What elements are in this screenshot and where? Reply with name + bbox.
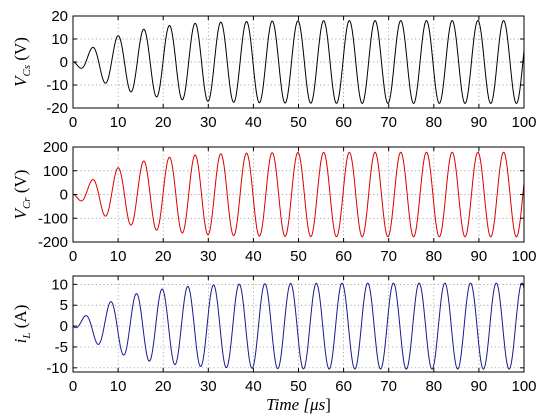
- y-axis-label: VCr (V): [11, 170, 33, 220]
- y-axis-label-symbol: i: [11, 338, 30, 343]
- x-axis-label-close: ]: [325, 395, 331, 414]
- y-tick-label: -100: [38, 210, 68, 227]
- y-tick-label: 200: [43, 139, 68, 156]
- y-axis-label-subscript: Cr: [21, 197, 33, 209]
- x-tick-label: 70: [380, 378, 397, 395]
- y-tick-label: 5: [60, 297, 68, 314]
- x-tick-label: 0: [69, 378, 77, 395]
- y-tick-label: -10: [46, 360, 68, 377]
- y-axis-label: VCs (V): [11, 37, 33, 87]
- x-tick-label: 100: [511, 248, 536, 265]
- y-axis-label-subscript: Cs: [21, 65, 33, 77]
- y-axis-label-symbol: V: [11, 206, 30, 219]
- x-tick-label: 30: [200, 248, 217, 265]
- x-tick-label: 100: [511, 114, 536, 131]
- x-tick-label: 70: [380, 248, 397, 265]
- x-tick-label: 40: [245, 114, 262, 131]
- y-tick-label: -200: [38, 234, 68, 251]
- subplot-3: 0 10 20 30 40 50 60 70 80 90 100 -10 -5 0 5 10 iL (A) Tim…: [11, 275, 537, 414]
- y-axis-label-subscript: L: [21, 333, 33, 340]
- series-line-1: [72, 20, 525, 104]
- y-tick-label: 10: [51, 31, 68, 48]
- subplot-1: 0 10 20 30 40 50 60 70 80 90 100 -20 -10 0 10 20 VCs (V): [11, 8, 537, 131]
- x-tick-label: 100: [511, 378, 536, 395]
- x-tick-label: 80: [425, 114, 442, 131]
- x-axis-label-text: Time [: [266, 395, 311, 414]
- x-tick-label: 60: [335, 248, 352, 265]
- x-axis-label: Time [μs]: [266, 395, 331, 414]
- x-tick-label: 60: [335, 378, 352, 395]
- x-tick-label: 80: [425, 378, 442, 395]
- x-tick-label: 70: [380, 114, 397, 131]
- x-tick-label: 20: [155, 114, 172, 131]
- x-tick-label: 80: [425, 248, 442, 265]
- x-tick-label: 30: [200, 114, 217, 131]
- x-tick-label: 20: [155, 378, 172, 395]
- y-axis-label-symbol: V: [11, 74, 30, 87]
- y-axis-label-unit: (A): [11, 305, 30, 333]
- x-tick-label: 30: [200, 378, 217, 395]
- x-tick-label: 40: [245, 378, 262, 395]
- subplot-2: 0 10 20 30 40 50 60 70 80 90 100 -200 -100 0 100 200 VCr…: [11, 139, 537, 265]
- x-tick-label: 50: [290, 378, 307, 395]
- x-tick-label: 10: [110, 378, 127, 395]
- y-tick-label: 10: [51, 276, 68, 293]
- x-tick-label: 40: [245, 248, 262, 265]
- x-tick-label: 0: [69, 248, 77, 265]
- y-tick-label: 0: [60, 318, 68, 335]
- x-tick-label: 90: [471, 378, 488, 395]
- series-line-1: [72, 282, 525, 370]
- series-line-1: [72, 151, 525, 238]
- x-tick-label: 90: [471, 114, 488, 131]
- x-tick-label: 10: [110, 248, 127, 265]
- y-axis-label-unit: (V): [11, 170, 30, 198]
- x-tick-label: 50: [290, 114, 307, 131]
- x-tick-label: 90: [471, 248, 488, 265]
- x-tick-label: 50: [290, 248, 307, 265]
- y-tick-label: -5: [55, 339, 68, 356]
- x-axis-label-unit: μs: [309, 395, 326, 414]
- x-tick-label: 0: [69, 114, 77, 131]
- x-tick-label: 10: [110, 114, 127, 131]
- axes-frame: [72, 275, 525, 373]
- y-tick-label: 0: [60, 187, 68, 204]
- y-tick-label: 0: [60, 54, 68, 71]
- y-axis-label-unit: (V): [11, 37, 30, 65]
- x-tick-label: 20: [155, 248, 172, 265]
- y-tick-label: -20: [46, 100, 68, 117]
- y-tick-label: 20: [51, 8, 68, 25]
- x-tick-label: 60: [335, 114, 352, 131]
- y-axis-label: iL (A): [11, 305, 33, 344]
- y-tick-label: -10: [46, 77, 68, 94]
- y-tick-label: 100: [43, 163, 68, 180]
